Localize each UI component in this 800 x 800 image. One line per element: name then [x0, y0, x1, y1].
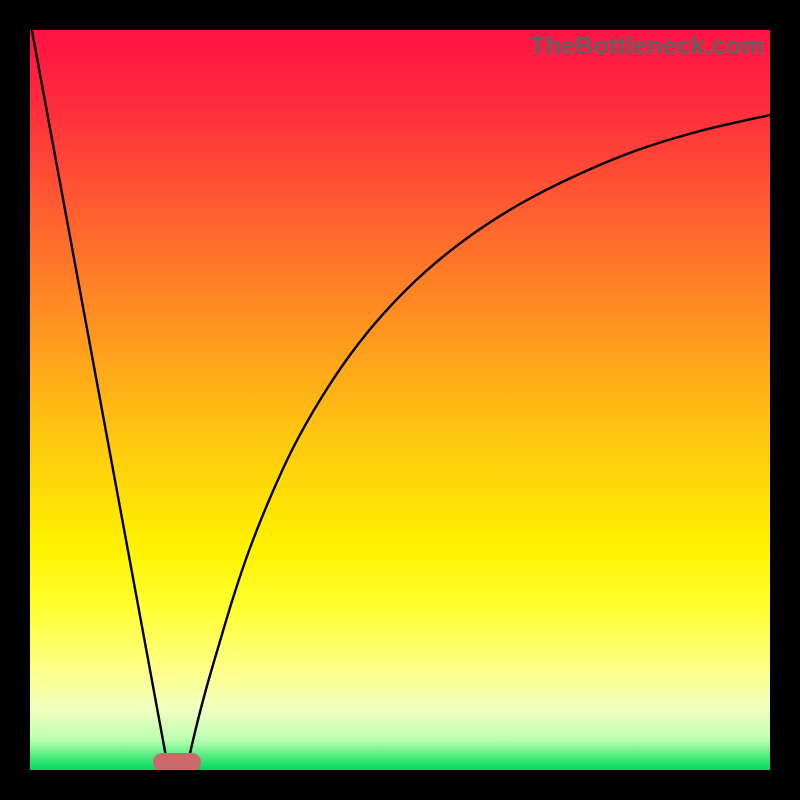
- watermark-text: TheBottleneck.com: [530, 32, 764, 61]
- chart-container: TheBottleneck.com: [0, 0, 800, 800]
- curve-overlay: [30, 30, 770, 770]
- frame-border: [770, 0, 800, 800]
- frame-border: [0, 0, 30, 800]
- plot-area: TheBottleneck.com: [30, 30, 770, 770]
- minimum-marker: [153, 753, 201, 770]
- frame-border: [0, 770, 800, 800]
- frame-border: [0, 0, 800, 30]
